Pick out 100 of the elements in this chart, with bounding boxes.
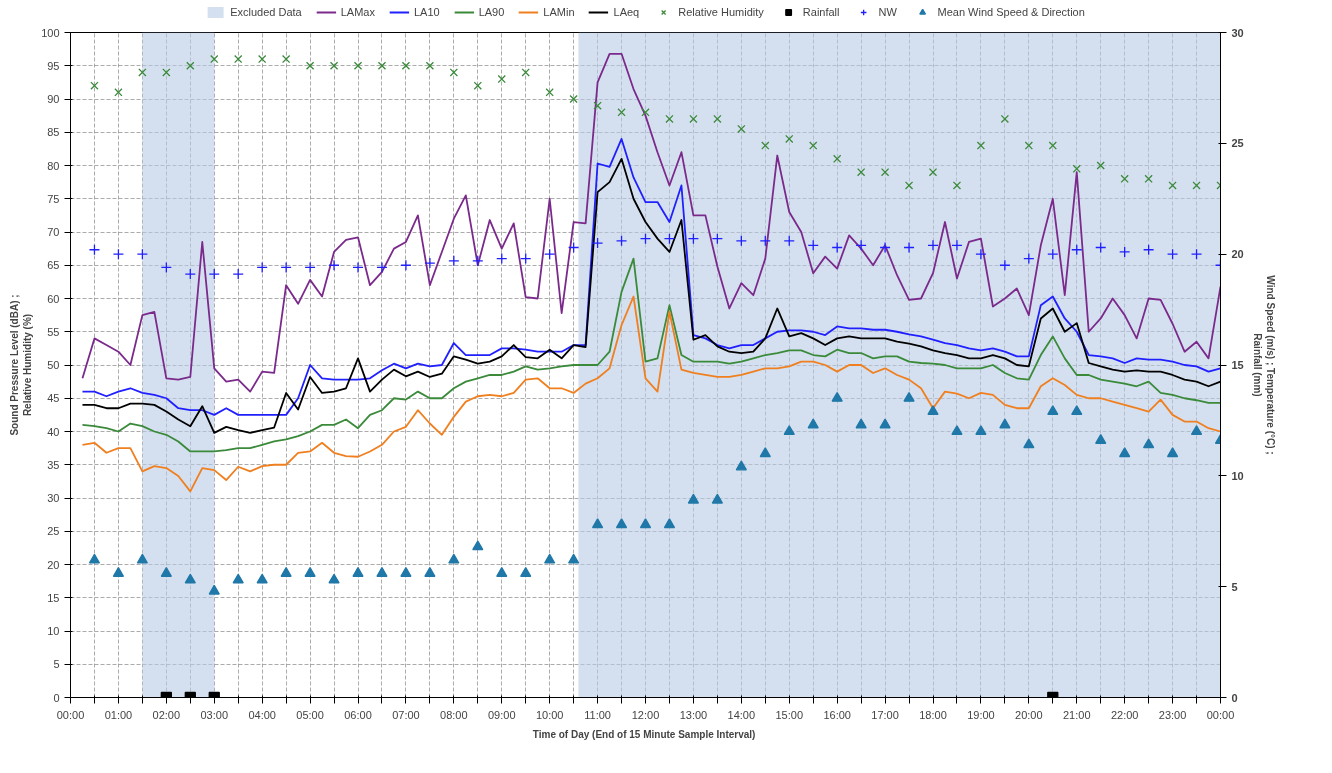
x-tick-label: 20:00: [1015, 708, 1043, 721]
y2-tick-label: 25: [1231, 137, 1244, 150]
x-tick-label: 07:00: [392, 708, 420, 721]
point: [1048, 141, 1057, 150]
point: [545, 88, 554, 97]
point: [473, 81, 482, 90]
point: [879, 241, 891, 254]
y-tick-label: 25: [47, 525, 60, 538]
point: [448, 255, 460, 267]
point: [376, 261, 388, 274]
point: [1047, 405, 1059, 416]
point: [759, 447, 771, 458]
point: [1071, 405, 1083, 416]
point: [232, 573, 244, 584]
point: [591, 237, 604, 249]
point: [567, 553, 580, 564]
point: [665, 114, 674, 124]
point: [329, 61, 339, 70]
point: [1144, 174, 1153, 183]
point: [424, 566, 436, 577]
point: [1168, 181, 1177, 190]
x-tick-label: 17:00: [871, 708, 899, 721]
point: [641, 108, 650, 117]
line-series: [81, 295, 1221, 493]
point: [567, 241, 580, 254]
point: [809, 141, 818, 150]
x-tick-label: 00:00: [56, 708, 85, 721]
y2-tick-label: 15: [1231, 359, 1244, 371]
point: [1024, 141, 1034, 150]
point: [1119, 246, 1131, 258]
point: [400, 259, 412, 271]
point: [783, 235, 795, 247]
y-tick-label: 55: [47, 325, 60, 338]
point: [520, 566, 532, 577]
point: [927, 405, 939, 416]
y2-tick-label: 20: [1231, 248, 1244, 261]
point: [663, 518, 676, 529]
point: [208, 584, 220, 595]
point: [785, 134, 794, 144]
y2-tick-label: 5: [1231, 580, 1238, 593]
legend-label: Mean Wind Speed & Direction: [937, 5, 1085, 19]
x-tick-label: 14:00: [727, 708, 756, 721]
point: [735, 235, 747, 247]
x-tick-label: 15:00: [775, 708, 804, 721]
point: [1142, 244, 1155, 256]
y-tick-label: 95: [47, 59, 60, 72]
point: [90, 81, 99, 90]
y2-tick-label: 0: [1231, 691, 1238, 704]
point: [831, 241, 843, 254]
x-tick-label: 11:00: [584, 708, 611, 721]
y-axis-title: Sound Pressure Level (dBA) ; Relative Humidity (%): [8, 294, 34, 436]
y-tick-label: 80: [47, 159, 60, 172]
x-tick-label: 08:00: [440, 708, 468, 721]
point: [737, 124, 746, 134]
point: [1072, 164, 1081, 174]
x-tick-label: 12:00: [631, 708, 660, 721]
point: [449, 68, 459, 77]
point: [1120, 174, 1129, 183]
point: [328, 573, 340, 584]
point: [903, 391, 915, 402]
y-tick-label: 70: [47, 226, 60, 238]
point: [1190, 425, 1203, 436]
point: [112, 566, 125, 577]
point: [617, 108, 626, 117]
line-series: [81, 257, 1221, 453]
point: [1000, 114, 1010, 124]
x-tick-label: 23:00: [1158, 708, 1187, 721]
y2-axis-title: Wind Speed (m/s) ; Temperature (°C) ; Rainfall (mm): [1251, 275, 1276, 455]
point: [1190, 248, 1203, 260]
point: [208, 268, 220, 280]
point: [425, 61, 435, 70]
legend-label: LAMax: [340, 5, 375, 19]
x-tick-label: 13:00: [679, 708, 708, 721]
point: [521, 68, 530, 77]
y-tick-label: 10: [47, 625, 60, 637]
point: [615, 518, 628, 529]
point: [210, 54, 219, 64]
point: [879, 418, 891, 429]
y-tick-label: 65: [47, 259, 60, 272]
point: [234, 54, 243, 64]
point: [951, 239, 963, 251]
y2-tick-label: 10: [1231, 469, 1244, 482]
point: [424, 257, 436, 269]
y-tick-label: 100: [41, 26, 60, 39]
x-tick-label: 06:00: [344, 708, 372, 721]
point: [663, 233, 676, 245]
point: [257, 54, 267, 64]
point: [136, 553, 149, 564]
point: [855, 239, 867, 251]
x-axis-title: Time of Day (End of 15 Minute Sample Interval): [532, 728, 756, 740]
point: [401, 61, 411, 70]
point: [281, 54, 291, 64]
point: [1095, 241, 1107, 254]
point: [856, 167, 866, 177]
legend-label: Excluded Data: [230, 5, 302, 19]
point: [232, 268, 244, 280]
point: [280, 261, 292, 274]
point: [186, 61, 195, 70]
y-tick-label: 60: [47, 292, 60, 305]
point: [976, 141, 986, 150]
